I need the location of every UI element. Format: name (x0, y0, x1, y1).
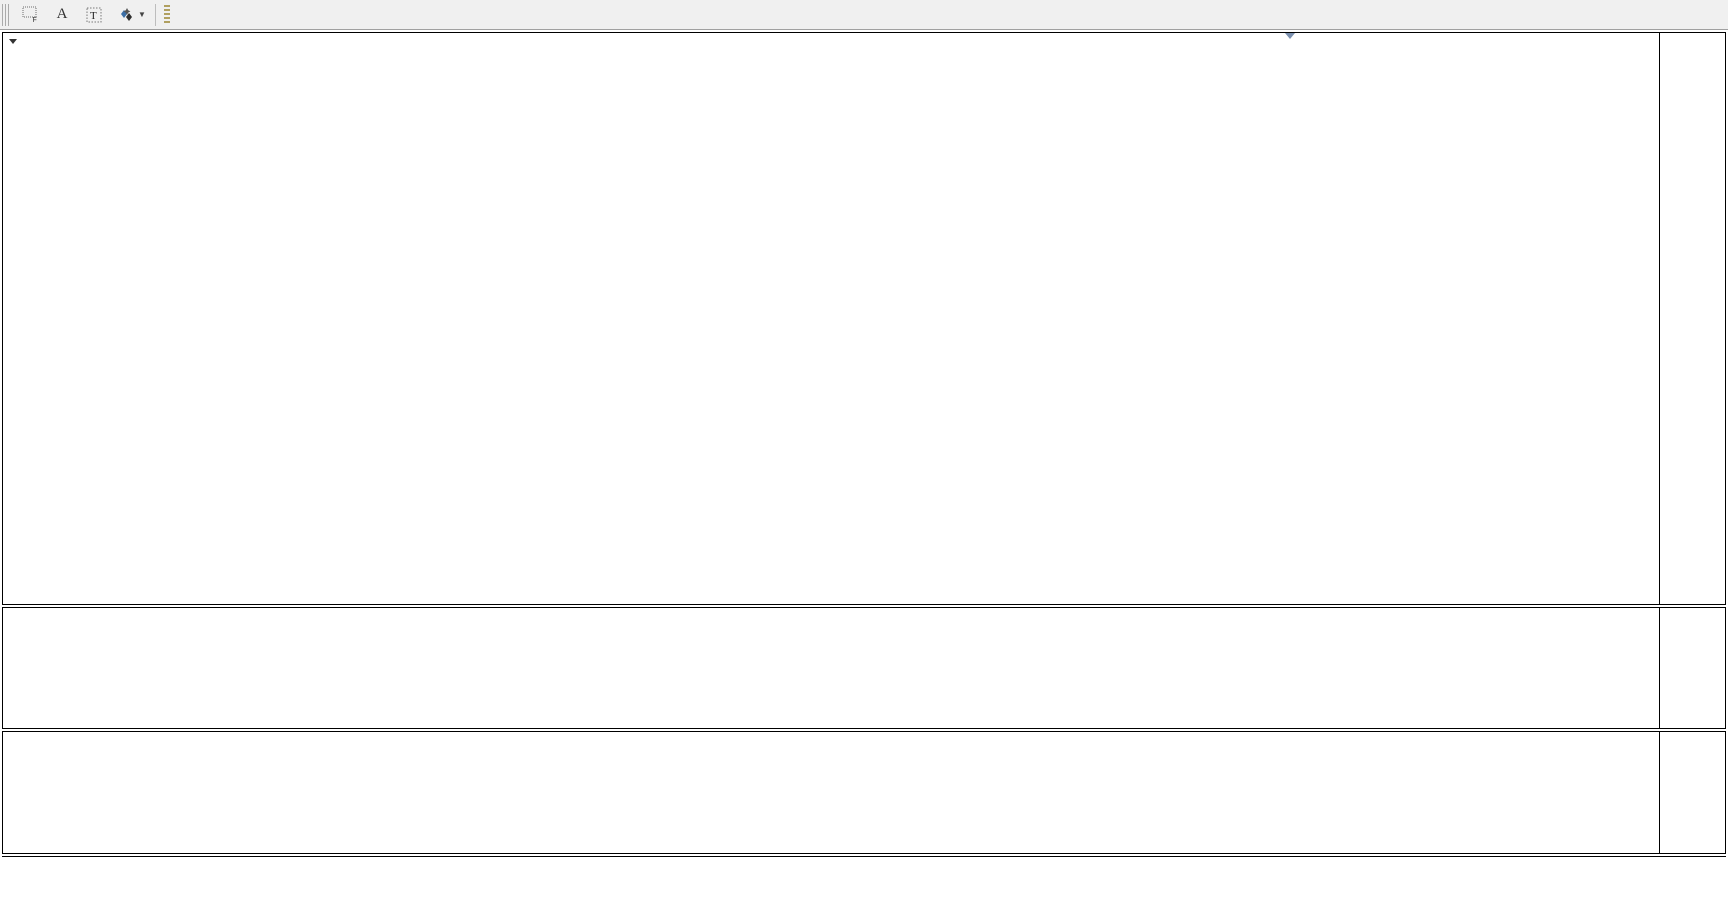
objects-dropdown-caret-icon[interactable]: ▼ (138, 10, 146, 19)
timeframe-drag-handle[interactable] (163, 4, 170, 25)
text-A-icon[interactable]: A (46, 1, 78, 29)
price-scale[interactable] (1659, 33, 1725, 604)
objects-icon[interactable] (110, 1, 142, 29)
price-pane-label (9, 36, 21, 48)
collapse-triangle-icon[interactable] (9, 39, 17, 45)
macd-plot[interactable] (3, 608, 1659, 728)
macd-scale[interactable] (1659, 608, 1725, 728)
rsi-plot[interactable] (3, 732, 1659, 853)
objects-icon-svg (120, 8, 132, 21)
letter-a-glyph: A (56, 6, 68, 22)
scroll-indicator-icon[interactable] (1285, 33, 1295, 39)
time-axis[interactable] (2, 856, 1726, 896)
macd-pane[interactable] (2, 607, 1726, 729)
svg-text:T: T (90, 10, 97, 22)
chart-area[interactable] (0, 30, 1728, 898)
text-label-icon[interactable]: T (78, 1, 110, 29)
rsi-pane[interactable] (2, 731, 1726, 854)
crosshair-grid-icon[interactable]: F (14, 1, 46, 29)
text-label-icon-svg: T (86, 7, 102, 22)
toolbar: F A T ▼ (0, 0, 1728, 30)
toolbar-separator (154, 3, 156, 26)
toolbar-drag-handle[interactable] (2, 3, 11, 26)
svg-text:F: F (32, 17, 36, 23)
crosshair-grid-icon-svg: F (22, 6, 36, 23)
price-plot[interactable] (3, 33, 1659, 604)
rsi-scale[interactable] (1659, 732, 1725, 853)
price-pane[interactable] (2, 32, 1726, 605)
